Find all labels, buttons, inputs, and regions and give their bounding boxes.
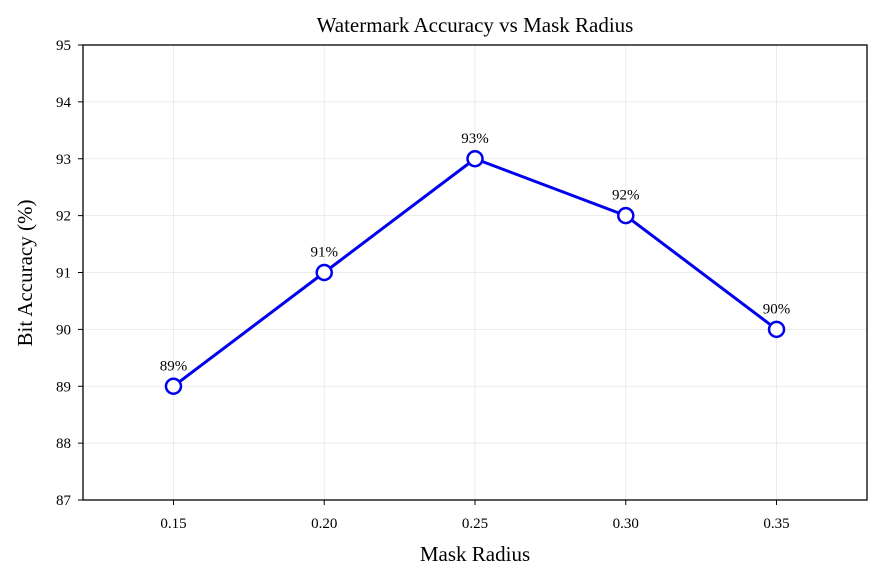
- y-axis-title: Bit Accuracy (%): [13, 200, 37, 347]
- data-label: 93%: [461, 131, 489, 147]
- data-label: 90%: [763, 301, 791, 317]
- y-tick-label: 89: [56, 379, 71, 395]
- x-tick-label: 0.25: [462, 516, 488, 532]
- x-tick-label: 0.20: [311, 516, 337, 532]
- y-tick-label: 88: [56, 436, 71, 452]
- axes: 0.15 0.20 0.25 0.30 0.35 87 88 89 90 91 92 93 94 95: [56, 38, 868, 532]
- data-label: 91%: [310, 245, 338, 261]
- x-tick-label: 0.35: [763, 516, 789, 532]
- data-point: [767, 320, 786, 339]
- data-point: [466, 150, 484, 168]
- x-axis-title: Mask Radius: [420, 542, 530, 566]
- y-tick-label: 91: [56, 266, 71, 282]
- series-layer: [164, 150, 786, 395]
- data-point: [315, 263, 333, 282]
- y-tick-label: 92: [56, 209, 71, 225]
- y-tick-label: 94: [56, 95, 72, 111]
- y-tick-label: 90: [56, 322, 71, 338]
- x-tick-label: 0.30: [613, 516, 639, 532]
- data-labels-layer: 89% 91% 93% 92% 90%: [160, 131, 791, 375]
- data-label: 89%: [160, 358, 188, 374]
- x-tick-label: 0.15: [160, 516, 186, 532]
- y-tick-label: 87: [56, 493, 72, 509]
- chart-title: Watermark Accuracy vs Mask Radius: [317, 13, 634, 37]
- y-tick-label: 93: [56, 152, 71, 168]
- y-tick-label: 95: [56, 38, 71, 54]
- data-point: [617, 206, 635, 225]
- data-point: [164, 377, 183, 395]
- data-label: 92%: [612, 188, 640, 204]
